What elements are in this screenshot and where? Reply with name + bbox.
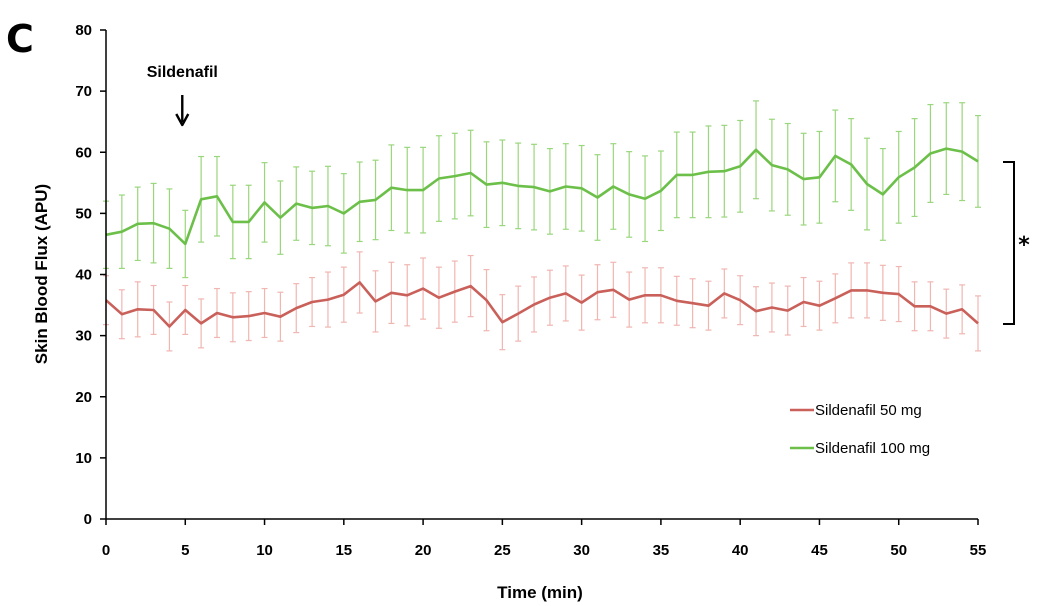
y-tick-label: 50 <box>75 205 92 222</box>
x-tick-label: 35 <box>653 542 670 559</box>
legend-item: Sildenafil 50 mg <box>790 402 922 419</box>
x-axis-title: Time (min) <box>497 583 583 602</box>
y-axis-title: Skin Blood Flux (APU) <box>32 184 51 364</box>
x-tick-label: 25 <box>494 542 511 559</box>
y-tick-label: 0 <box>84 511 92 528</box>
legend: Sildenafil 50 mg Sildenafil 100 mg <box>790 402 930 457</box>
x-tick-label: 55 <box>970 542 987 559</box>
x-tick-label: 10 <box>256 542 273 559</box>
panel-label: C <box>6 17 34 61</box>
y-tick-label: 60 <box>75 144 92 161</box>
y-tick-label: 20 <box>75 389 92 406</box>
y-tick-label: 10 <box>75 450 92 467</box>
y-tick-label: 40 <box>75 267 92 284</box>
error-bar <box>975 114 981 208</box>
x-tick-label: 0 <box>102 542 110 559</box>
x-tick-label: 15 <box>335 542 352 559</box>
x-tick-label: 50 <box>890 542 907 559</box>
series-line-1 <box>105 281 979 328</box>
x-tick-label: 5 <box>181 542 189 559</box>
series-line-2 <box>105 147 979 246</box>
sildenafil-annotation: Sildenafil <box>147 64 218 81</box>
x-ticks: 0 5 10 15 20 25 30 35 40 45 50 55 <box>102 519 987 559</box>
x-tick-label: 30 <box>573 542 590 559</box>
y-tick-label: 70 <box>75 83 92 100</box>
y-tick-label: 80 <box>75 22 92 39</box>
y-ticks: 0 10 20 30 40 50 60 70 80 <box>75 22 106 528</box>
error-bars-layer <box>103 100 981 352</box>
legend-item: Sildenafil 100 mg <box>790 440 930 457</box>
significance-bracket <box>1003 161 1015 325</box>
x-tick-label: 40 <box>732 542 749 559</box>
down-arrow-icon <box>175 95 190 127</box>
significance-star: * <box>1018 233 1030 258</box>
x-tick-label: 20 <box>415 542 432 559</box>
series-lines-layer <box>105 147 979 328</box>
y-tick-label: 30 <box>75 328 92 345</box>
legend-label: Sildenafil 100 mg <box>815 440 930 457</box>
legend-label: Sildenafil 50 mg <box>815 402 922 419</box>
x-tick-label: 45 <box>811 542 828 559</box>
